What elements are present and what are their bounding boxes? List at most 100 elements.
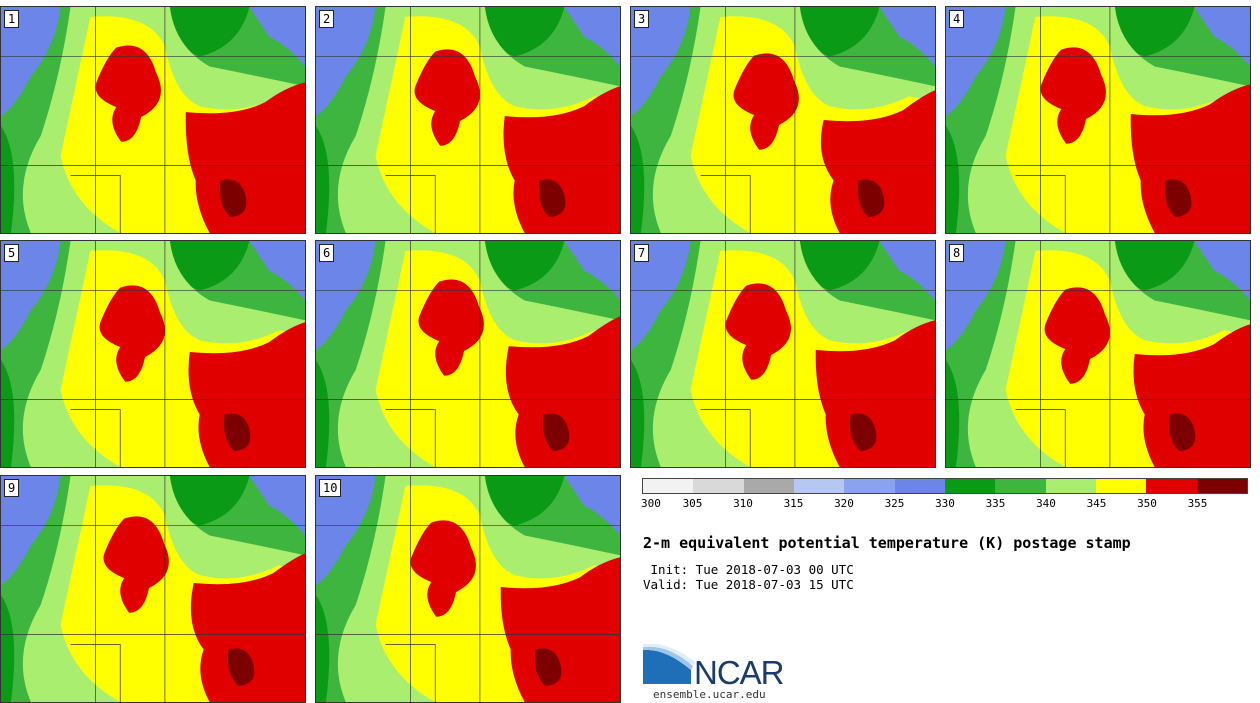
field-contour xyxy=(169,241,250,291)
field-contour xyxy=(849,413,877,452)
colorbar-tick-label: 310 xyxy=(733,497,753,510)
field-contour xyxy=(631,125,645,233)
field-contour xyxy=(815,320,935,467)
colorbar-tick-label: 305 xyxy=(682,497,703,510)
field-contour xyxy=(1114,7,1195,57)
colorbar-tick-label: 355 xyxy=(1187,497,1208,510)
state-boundary xyxy=(1015,409,1066,467)
field-contour xyxy=(1,7,61,117)
field-contour xyxy=(316,125,330,233)
field-contour xyxy=(799,7,880,57)
field-contour xyxy=(1164,179,1192,218)
state-boundary xyxy=(385,409,436,467)
field-contour xyxy=(1,241,61,351)
field-contour xyxy=(1168,413,1196,452)
member-number-badge: 3 xyxy=(634,10,650,28)
field-contour xyxy=(169,476,250,526)
ensemble-member-panel: 2 xyxy=(315,6,621,234)
state-boundary xyxy=(70,175,121,233)
member-map xyxy=(316,7,620,233)
field-contour xyxy=(534,648,562,687)
ensemble-member-panel: 10 xyxy=(315,475,621,703)
ensemble-member-panel: 8 xyxy=(945,240,1251,468)
colorbar-cell xyxy=(643,479,694,493)
colorbar-tick-label: 340 xyxy=(1036,497,1056,510)
field-contour xyxy=(631,7,691,117)
member-map xyxy=(631,7,935,233)
field-contour xyxy=(631,241,691,351)
field-contour xyxy=(249,241,305,301)
field-contour xyxy=(95,45,161,142)
field-contour xyxy=(188,322,305,467)
field-contour xyxy=(500,557,620,702)
field-contour xyxy=(564,476,620,536)
field-contour xyxy=(227,648,255,687)
member-number-badge: 5 xyxy=(4,244,20,262)
field-contour xyxy=(946,7,1006,117)
colorbar-tick-label: 325 xyxy=(884,497,905,510)
state-boundary xyxy=(70,644,121,702)
member-map xyxy=(1,7,305,233)
field-contour xyxy=(410,520,476,617)
field-contour xyxy=(725,283,791,380)
field-contour xyxy=(169,7,250,57)
ensemble-member-panel: 4 xyxy=(945,6,1251,234)
member-map xyxy=(946,7,1250,233)
field-contour xyxy=(1194,241,1250,301)
colorbar-cell xyxy=(1196,479,1247,493)
field-contour xyxy=(249,7,305,67)
field-contour xyxy=(223,413,251,452)
field-contour xyxy=(316,359,330,467)
colorbar-tick-label: 335 xyxy=(985,497,1006,510)
field-contour xyxy=(316,241,376,351)
field-contour xyxy=(484,476,565,526)
field-contour xyxy=(879,7,935,67)
colorbar-cell xyxy=(1045,479,1096,493)
field-contour xyxy=(503,86,620,233)
field-contour xyxy=(799,241,880,291)
state-boundary xyxy=(700,175,751,233)
state-boundary xyxy=(385,175,436,233)
field-contour xyxy=(631,359,645,467)
field-contour xyxy=(946,241,1006,351)
field-contour xyxy=(505,316,620,467)
field-contour xyxy=(733,53,799,150)
colorbar-tick-label: 320 xyxy=(834,497,854,510)
field-contour xyxy=(1044,287,1110,384)
ensemble-member-panel: 5 xyxy=(0,240,306,468)
field-contour xyxy=(418,279,484,376)
colorbar-tick-label: 315 xyxy=(783,497,804,510)
member-number-badge: 6 xyxy=(319,244,335,262)
colorbar-tick-label: 330 xyxy=(935,497,955,510)
ncar-logo-icon xyxy=(643,644,695,684)
field-contour xyxy=(1,359,15,467)
member-map xyxy=(946,241,1250,467)
field-contour xyxy=(1130,84,1250,233)
field-contour xyxy=(190,553,305,702)
colorbar-cell xyxy=(995,479,1046,493)
colorbar xyxy=(642,478,1248,494)
member-map xyxy=(631,241,935,467)
colorbar-tick-label: 345 xyxy=(1086,497,1107,510)
website-label: ensemble.ucar.edu xyxy=(653,688,766,701)
field-contour xyxy=(542,413,570,452)
field-contour xyxy=(564,7,620,67)
ensemble-member-panel: 1 xyxy=(0,6,306,234)
field-contour xyxy=(316,7,376,117)
colorbar-cell xyxy=(894,479,945,493)
field-contour xyxy=(1133,324,1250,467)
member-number-badge: 9 xyxy=(4,479,20,497)
field-contour xyxy=(1114,241,1195,291)
init-time: Init: Tue 2018-07-03 00 UTC xyxy=(643,562,854,577)
colorbar-cell xyxy=(693,479,744,493)
field-contour xyxy=(820,90,935,233)
ensemble-member-panel: 7 xyxy=(630,240,936,468)
state-boundary xyxy=(1015,175,1066,233)
colorbar-tick-label: 300 xyxy=(641,497,661,510)
ncar-logo-text: NCAR xyxy=(694,654,785,691)
member-number-badge: 7 xyxy=(634,244,650,262)
colorbar-tick-label: 350 xyxy=(1137,497,1157,510)
field-contour xyxy=(946,359,960,467)
colorbar-cell xyxy=(944,479,996,493)
state-boundary xyxy=(700,409,751,467)
